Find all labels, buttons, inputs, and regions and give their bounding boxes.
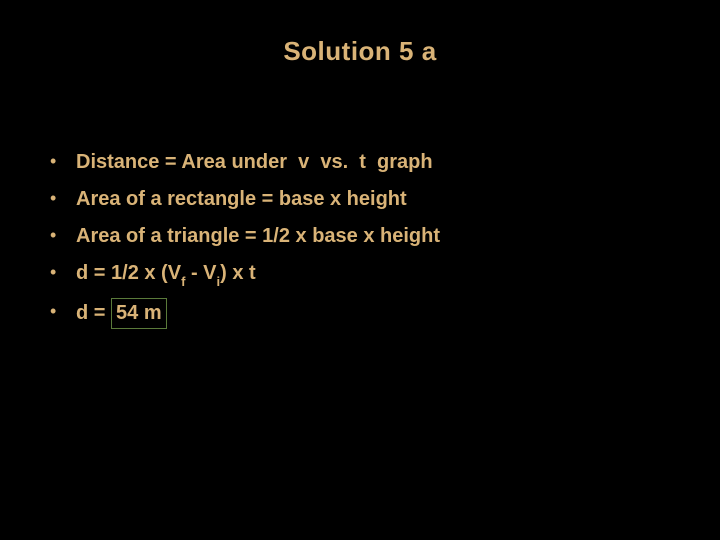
- formula-mid: - V: [185, 262, 216, 284]
- formula-suffix: ) x t: [220, 262, 256, 284]
- list-item: • d = 54 m: [48, 298, 672, 329]
- bullet-text: d = 54 m: [76, 298, 167, 329]
- slide-title: Solution 5 a: [0, 36, 720, 67]
- answer-prefix: d =: [76, 302, 111, 324]
- bullet-icon: •: [48, 148, 76, 174]
- bullet-list: • Distance = Area under v vs. t graph • …: [48, 148, 672, 337]
- bullet-icon: •: [48, 222, 76, 248]
- list-item: • Area of a triangle = 1/2 x base x heig…: [48, 222, 672, 251]
- list-item: • Distance = Area under v vs. t graph: [48, 148, 672, 177]
- subscript-f: f: [181, 274, 185, 289]
- subscript-i: i: [217, 274, 221, 289]
- bullet-text: Distance = Area under v vs. t graph: [76, 148, 433, 177]
- bullet-icon: •: [48, 259, 76, 285]
- bullet-text: Area of a triangle = 1/2 x base x height: [76, 222, 440, 251]
- formula-prefix: d = 1/2 x (V: [76, 262, 181, 284]
- list-item: • Area of a rectangle = base x height: [48, 185, 672, 214]
- bullet-icon: •: [48, 185, 76, 211]
- answer-box: 54 m: [111, 298, 167, 329]
- bullet-icon: •: [48, 298, 76, 324]
- bullet-text: Area of a rectangle = base x height: [76, 185, 407, 214]
- slide: Solution 5 a • Distance = Area under v v…: [0, 0, 720, 540]
- list-item: • d = 1/2 x (Vf - Vi) x t: [48, 259, 672, 290]
- bullet-text: d = 1/2 x (Vf - Vi) x t: [76, 259, 256, 290]
